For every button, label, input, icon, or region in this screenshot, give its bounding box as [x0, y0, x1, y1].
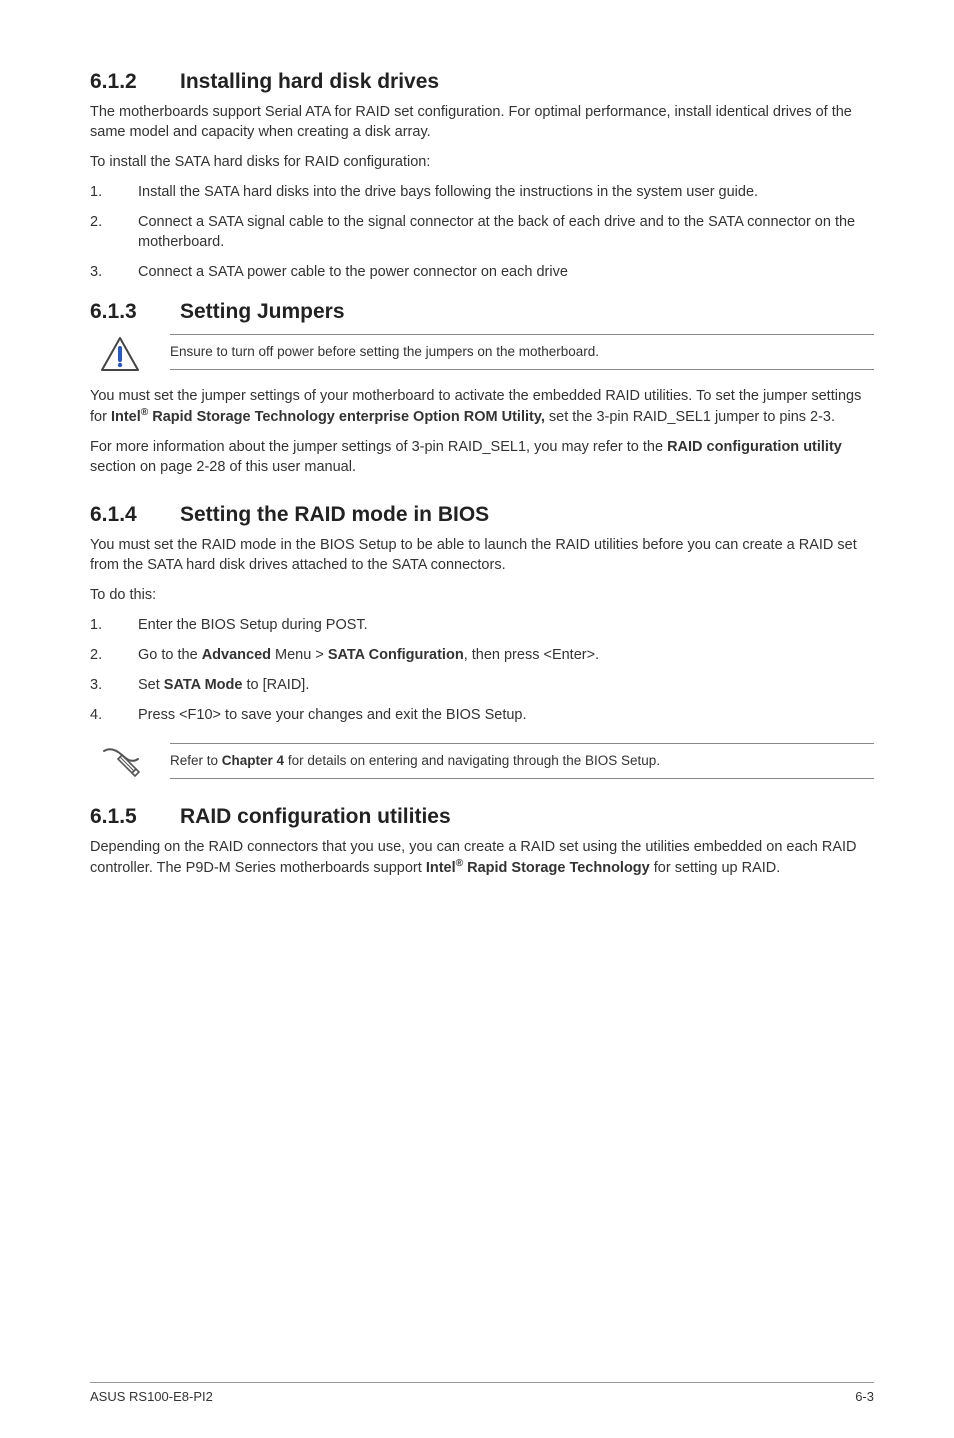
text-bold: SATA Mode	[164, 677, 243, 693]
text-run: to [RAID].	[242, 677, 309, 693]
paragraph: The motherboards support Serial ATA for …	[90, 102, 874, 142]
ordered-list: 1.Install the SATA hard disks into the d…	[90, 182, 874, 282]
text-run: Refer to	[170, 753, 222, 768]
list-text: Set SATA Mode to [RAID].	[138, 675, 874, 695]
heading-title: RAID configuration utilities	[180, 805, 451, 829]
list-item: 3.Connect a SATA power cable to the powe…	[90, 262, 874, 282]
text-run: section on page 2-28 of this user manual…	[90, 459, 356, 475]
text-bold: Advanced	[202, 647, 271, 663]
ordered-list: 1.Enter the BIOS Setup during POST. 2.Go…	[90, 615, 874, 725]
text-bold: Chapter 4	[222, 753, 284, 768]
note-text: Refer to Chapter 4 for details on enteri…	[170, 743, 874, 779]
heading-num: 6.1.3	[90, 300, 180, 324]
paragraph: To install the SATA hard disks for RAID …	[90, 152, 874, 172]
list-marker: 1.	[90, 182, 138, 202]
paragraph: For more information about the jumper se…	[90, 437, 874, 477]
pencil-icon	[90, 743, 150, 777]
list-marker: 4.	[90, 705, 138, 725]
text-run: for details on entering and navigating t…	[284, 753, 660, 768]
paragraph: You must set the RAID mode in the BIOS S…	[90, 535, 874, 575]
list-item: 2.Go to the Advanced Menu > SATA Configu…	[90, 645, 874, 665]
list-marker: 2.	[90, 212, 138, 252]
heading-614: 6.1.4 Setting the RAID mode in BIOS	[90, 503, 874, 527]
text-run: Set	[138, 677, 164, 693]
text-run: , then press <Enter>.	[464, 647, 599, 663]
list-text: Press <F10> to save your changes and exi…	[138, 705, 874, 725]
warning-note: Ensure to turn off power before setting …	[90, 334, 874, 372]
list-marker: 3.	[90, 262, 138, 282]
list-marker: 3.	[90, 675, 138, 695]
heading-title: Setting the RAID mode in BIOS	[180, 503, 489, 527]
text-run: Menu >	[271, 647, 328, 663]
heading-num: 6.1.5	[90, 805, 180, 829]
text-run: For more information about the jumper se…	[90, 439, 667, 455]
info-note: Refer to Chapter 4 for details on enteri…	[90, 743, 874, 779]
paragraph: To do this:	[90, 585, 874, 605]
text-bold: Intel® Rapid Storage Technology enterpri…	[111, 409, 545, 425]
heading-num: 6.1.2	[90, 70, 180, 94]
list-item: 3.Set SATA Mode to [RAID].	[90, 675, 874, 695]
text-run: for setting up RAID.	[650, 860, 781, 876]
list-text: Connect a SATA power cable to the power …	[138, 262, 874, 282]
footer-left: ASUS RS100-E8-PI2	[90, 1389, 213, 1404]
heading-title: Installing hard disk drives	[180, 70, 439, 94]
heading-613: 6.1.3 Setting Jumpers	[90, 300, 874, 324]
list-marker: 1.	[90, 615, 138, 635]
note-text: Ensure to turn off power before setting …	[170, 334, 874, 370]
paragraph: Depending on the RAID connectors that yo…	[90, 837, 874, 878]
list-item: 2.Connect a SATA signal cable to the sig…	[90, 212, 874, 252]
list-item: 4.Press <F10> to save your changes and e…	[90, 705, 874, 725]
text-bold: SATA Configuration	[328, 647, 464, 663]
list-text: Enter the BIOS Setup during POST.	[138, 615, 874, 635]
page-footer: ASUS RS100-E8-PI2 6-3	[90, 1382, 874, 1404]
text-bold: Intel® Rapid Storage Technology	[426, 860, 650, 876]
list-text: Connect a SATA signal cable to the signa…	[138, 212, 874, 252]
heading-num: 6.1.4	[90, 503, 180, 527]
text-bold: RAID configuration utility	[667, 439, 842, 455]
text-run: Go to the	[138, 647, 202, 663]
paragraph: You must set the jumper settings of your…	[90, 386, 874, 427]
text-run: set the 3-pin RAID_SEL1 jumper to pins 2…	[545, 409, 835, 425]
heading-title: Setting Jumpers	[180, 300, 345, 324]
list-text: Go to the Advanced Menu > SATA Configura…	[138, 645, 874, 665]
list-item: 1.Install the SATA hard disks into the d…	[90, 182, 874, 202]
heading-615: 6.1.5 RAID configuration utilities	[90, 805, 874, 829]
list-marker: 2.	[90, 645, 138, 665]
list-text: Install the SATA hard disks into the dri…	[138, 182, 874, 202]
list-item: 1.Enter the BIOS Setup during POST.	[90, 615, 874, 635]
footer-right: 6-3	[855, 1389, 874, 1404]
heading-612: 6.1.2 Installing hard disk drives	[90, 70, 874, 94]
warning-icon	[90, 334, 150, 372]
